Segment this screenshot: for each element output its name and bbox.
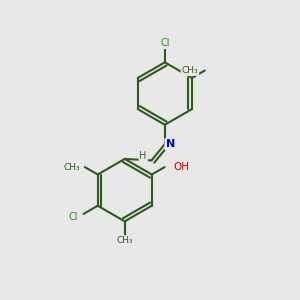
Text: N: N (166, 139, 175, 149)
Text: CH₃: CH₃ (64, 163, 80, 172)
Text: Cl: Cl (68, 212, 78, 222)
Text: H: H (140, 151, 147, 161)
Text: CH₃: CH₃ (182, 66, 198, 75)
Text: OH: OH (173, 162, 189, 172)
Text: CH₃: CH₃ (116, 236, 133, 245)
Text: Cl: Cl (160, 38, 170, 48)
